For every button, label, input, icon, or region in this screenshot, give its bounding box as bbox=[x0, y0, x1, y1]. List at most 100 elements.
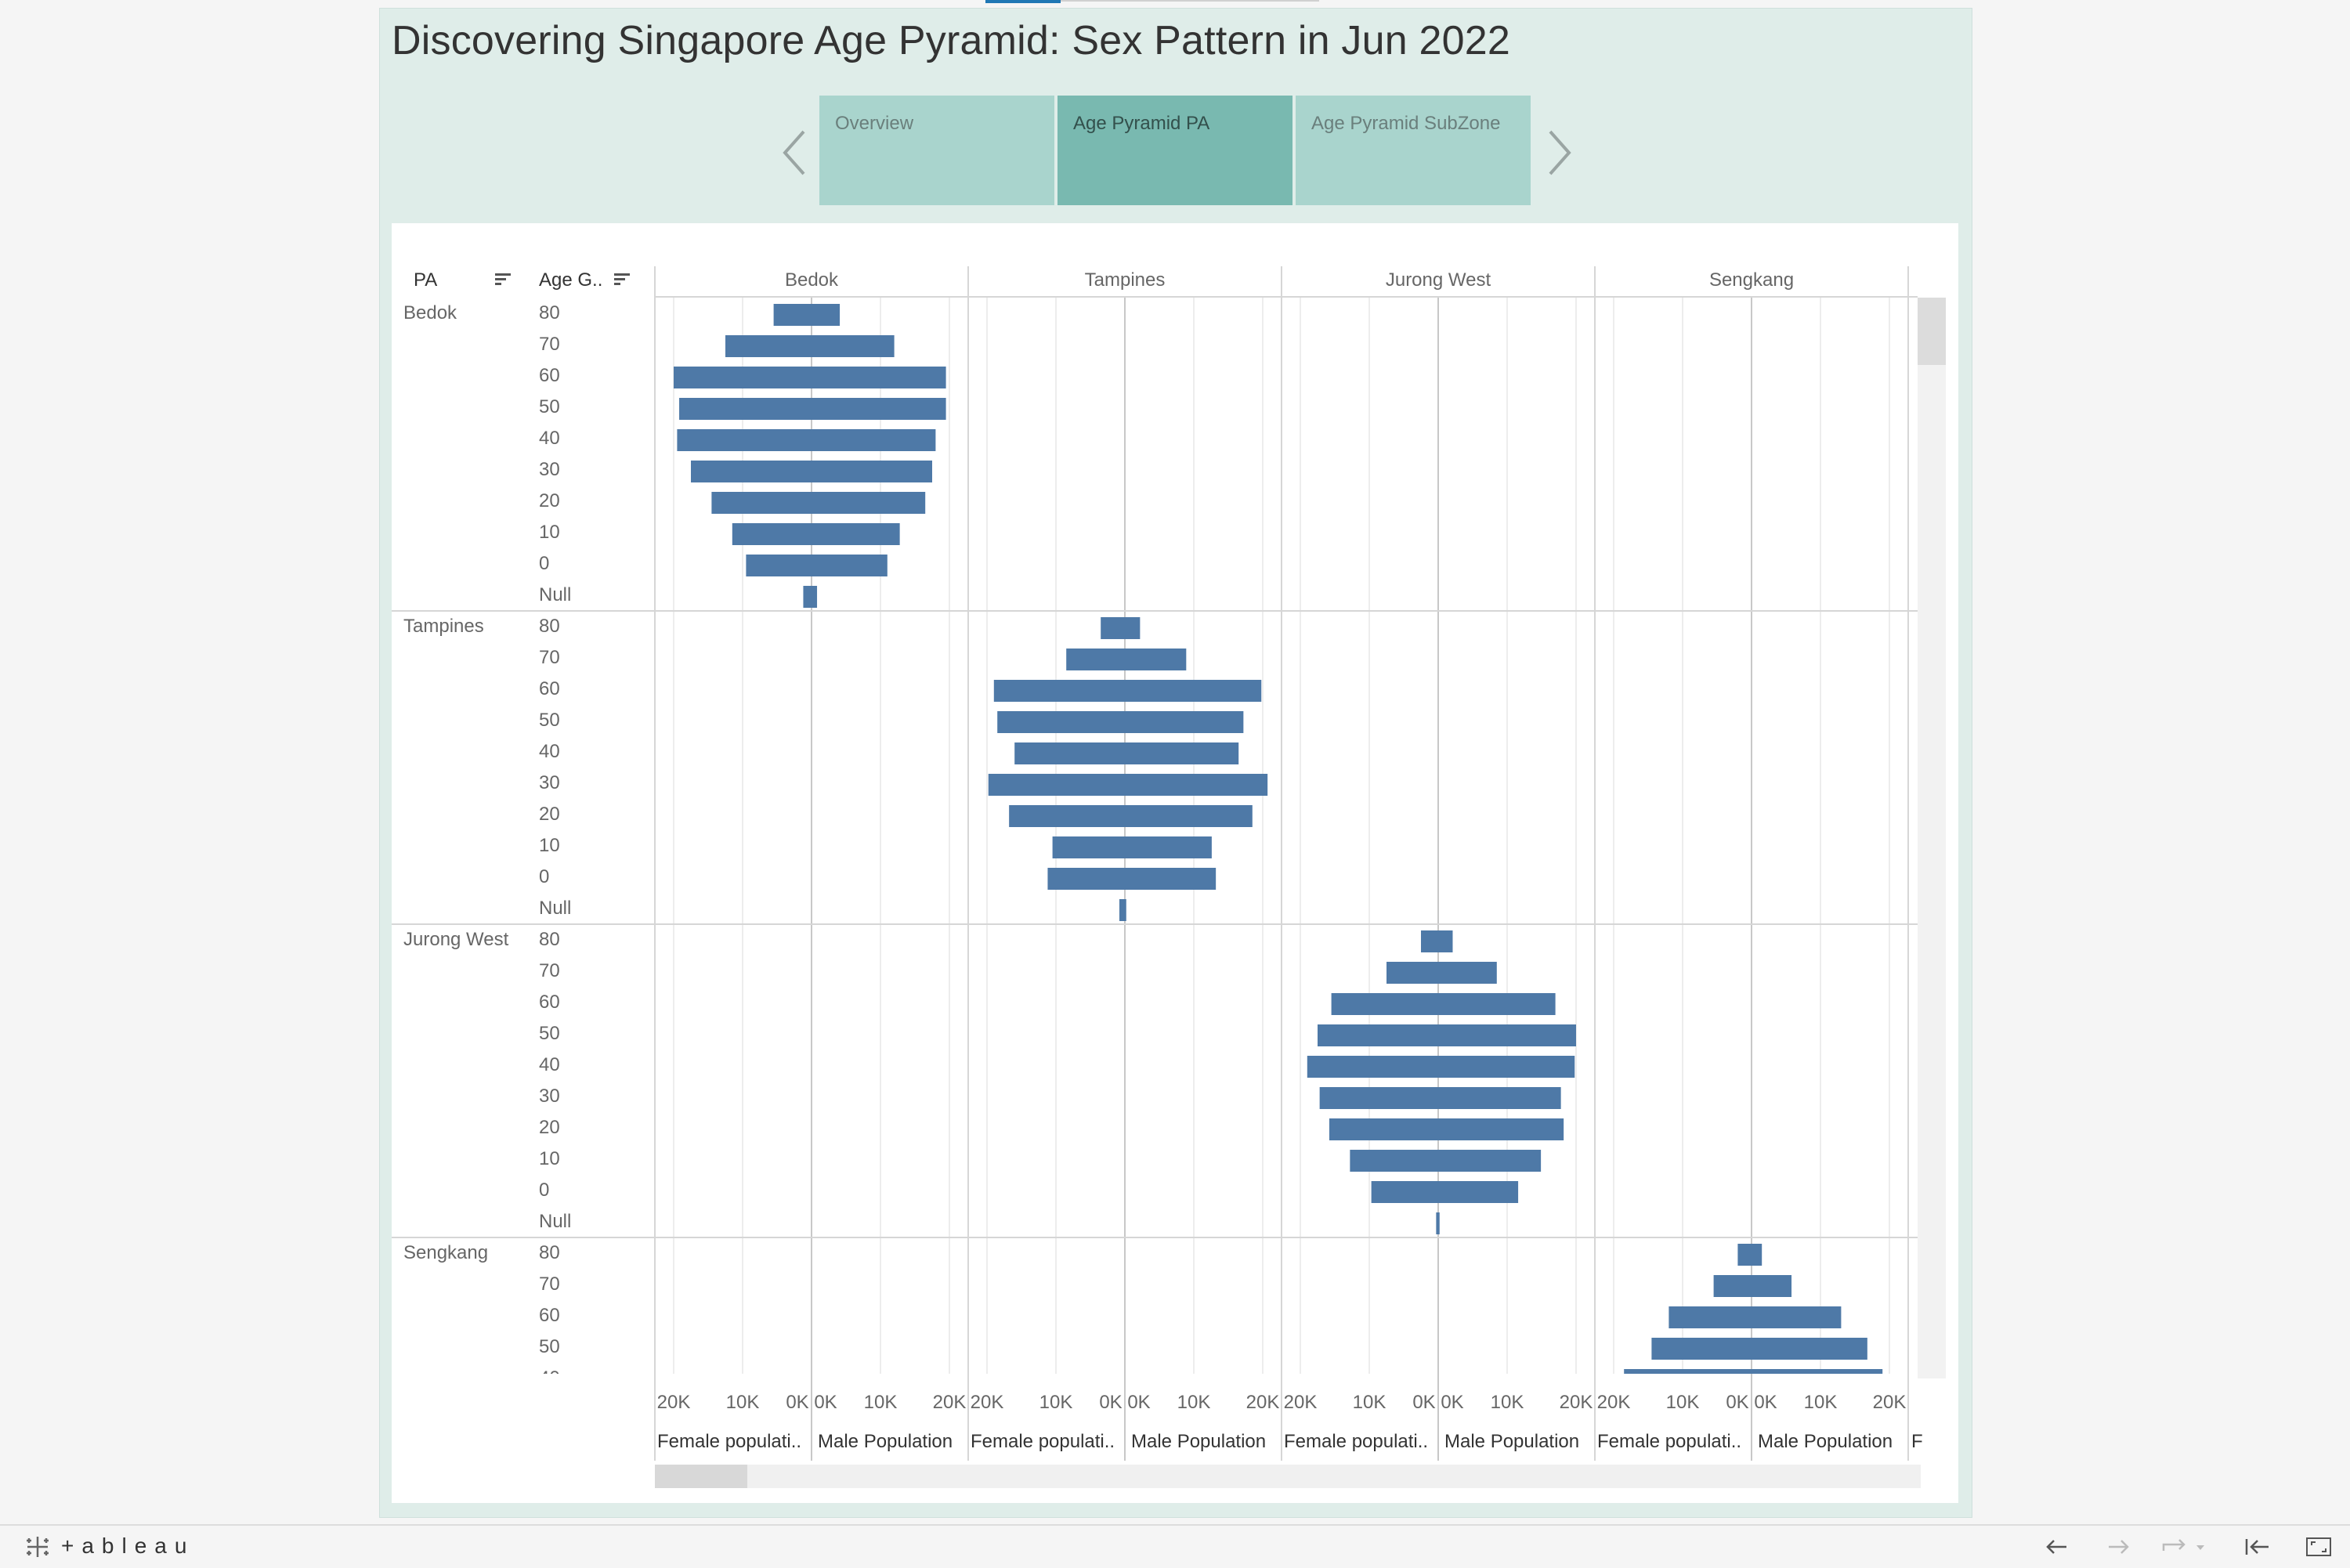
female-bar bbox=[1350, 1150, 1438, 1172]
redo-icon[interactable] bbox=[2102, 1535, 2134, 1559]
female-bar bbox=[1737, 1244, 1752, 1266]
male-bar bbox=[812, 398, 946, 420]
male-bar bbox=[1438, 1212, 1440, 1234]
age-group-label: 10 bbox=[539, 522, 560, 543]
age-group-label: Null bbox=[539, 898, 571, 919]
row-label-pa: Tampines bbox=[403, 616, 484, 637]
age-group-label: 40 bbox=[539, 741, 560, 762]
x-tick-label: 10K bbox=[864, 1392, 898, 1413]
tab-label: Age Pyramid SubZone bbox=[1311, 113, 1501, 134]
female-bar bbox=[674, 367, 812, 388]
male-bar bbox=[1125, 836, 1212, 858]
fullscreen-icon[interactable] bbox=[2303, 1535, 2334, 1559]
male-bar bbox=[1125, 617, 1141, 639]
age-group-label: Null bbox=[539, 1211, 571, 1232]
x-axis-title-male: Male Population bbox=[818, 1431, 953, 1452]
female-bar bbox=[1052, 836, 1125, 858]
age-group-label: 0 bbox=[539, 553, 549, 574]
female-bar bbox=[997, 711, 1125, 733]
x-axis-title-male: Male Population bbox=[1758, 1431, 1893, 1452]
age-group-label: 70 bbox=[539, 1274, 560, 1295]
female-bar bbox=[1386, 962, 1438, 984]
vertical-scrollbar-thumb[interactable] bbox=[1918, 298, 1946, 365]
male-bar bbox=[1438, 1024, 1576, 1046]
female-bar bbox=[1047, 868, 1125, 890]
female-bar bbox=[1371, 1181, 1438, 1203]
age-group-label: 20 bbox=[539, 1117, 560, 1138]
horizontal-scrollbar[interactable] bbox=[655, 1465, 1921, 1488]
female-bar bbox=[732, 523, 812, 545]
tab-label: Overview bbox=[835, 113, 914, 134]
age-group-label: 50 bbox=[539, 710, 560, 731]
female-bar bbox=[677, 429, 812, 451]
male-bar bbox=[812, 304, 841, 326]
horizontal-scrollbar-thumb[interactable] bbox=[655, 1465, 747, 1488]
age-group-label: 20 bbox=[539, 804, 560, 825]
tab-overview[interactable]: Overview bbox=[819, 96, 1054, 205]
male-bar bbox=[1752, 1338, 1867, 1360]
age-group-label: Null bbox=[539, 584, 571, 605]
chevron-left-icon[interactable] bbox=[776, 125, 815, 180]
x-tick-label: 20K bbox=[1284, 1392, 1318, 1413]
female-bar bbox=[1066, 649, 1125, 670]
age-pyramid-chart: PA Age G.. Bedok Tampines Jurong West Sengkan… bbox=[392, 266, 1923, 1461]
male-bar bbox=[1752, 1244, 1762, 1266]
male-bar bbox=[1125, 680, 1262, 702]
age-group-label: 70 bbox=[539, 334, 560, 355]
x-tick-label: 0K bbox=[1099, 1392, 1122, 1413]
female-bar bbox=[1713, 1275, 1752, 1297]
age-group-label: 50 bbox=[539, 1336, 560, 1357]
age-group-label: 0 bbox=[539, 866, 549, 887]
column-header: Sengkang bbox=[1709, 269, 1794, 291]
male-bar bbox=[1438, 1118, 1564, 1140]
age-group-label: 30 bbox=[539, 1086, 560, 1107]
male-bar bbox=[812, 367, 946, 388]
female-bar bbox=[691, 461, 812, 482]
male-bar bbox=[1125, 868, 1217, 890]
x-tick-label: 20K bbox=[1246, 1392, 1280, 1413]
first-page-icon[interactable] bbox=[2242, 1535, 2273, 1559]
x-axis-title-truncated: F bbox=[1911, 1431, 1923, 1452]
male-bar bbox=[1125, 805, 1253, 827]
sort-icon-pa[interactable] bbox=[495, 273, 511, 285]
revert-icon[interactable] bbox=[2157, 1535, 2212, 1559]
female-bar bbox=[725, 335, 812, 357]
age-group-label: 0 bbox=[539, 1180, 549, 1201]
viz-panel: PA Age G.. Bedok Tampines Jurong West Sengkan… bbox=[392, 223, 1958, 1503]
undo-icon[interactable] bbox=[2041, 1535, 2073, 1559]
plot-area: Bedok 80 70 60 50 40 30 20 10 0 Null Tampines 80 70 60… bbox=[392, 302, 1918, 1389]
x-tick-label: 20K bbox=[933, 1392, 967, 1413]
male-bar bbox=[812, 586, 818, 608]
x-tick-label: 20K bbox=[1597, 1392, 1631, 1413]
female-bar bbox=[1318, 1024, 1438, 1046]
age-group-label: 80 bbox=[539, 1242, 560, 1263]
chevron-right-icon[interactable] bbox=[1539, 125, 1578, 180]
age-group-label: 60 bbox=[539, 678, 560, 699]
vertical-scrollbar[interactable] bbox=[1918, 298, 1946, 1378]
male-bar bbox=[812, 555, 888, 576]
age-group-label: 40 bbox=[539, 1367, 560, 1389]
tab-age-pyramid-pa[interactable]: Age Pyramid PA bbox=[1058, 96, 1292, 205]
female-bar bbox=[1014, 742, 1125, 764]
column-header: Jurong West bbox=[1386, 269, 1491, 291]
tab-label: Age Pyramid PA bbox=[1073, 113, 1210, 134]
tab-age-pyramid-subzone[interactable]: Age Pyramid SubZone bbox=[1296, 96, 1531, 205]
top-accent-bar bbox=[985, 0, 1061, 3]
sort-icon-age[interactable] bbox=[614, 273, 630, 285]
male-bar bbox=[1438, 1087, 1561, 1109]
male-bar bbox=[812, 492, 926, 514]
male-bar bbox=[812, 523, 900, 545]
x-tick-label: 20K bbox=[1873, 1392, 1907, 1413]
x-axis-title-female: Female populati.. bbox=[657, 1431, 801, 1452]
x-axis-title-female: Female populati.. bbox=[971, 1431, 1115, 1452]
male-bar bbox=[1438, 1150, 1542, 1172]
x-axis-title-female: Female populati.. bbox=[1597, 1431, 1741, 1452]
female-bar bbox=[746, 555, 812, 576]
x-tick-label: 0K bbox=[1412, 1392, 1435, 1413]
x-axis-title-female: Female populati.. bbox=[1284, 1431, 1428, 1452]
clipped-bar bbox=[1624, 1369, 1883, 1374]
x-tick-label: 0K bbox=[786, 1392, 808, 1413]
female-bar bbox=[1651, 1338, 1752, 1360]
tableau-wordmark: +ableau bbox=[61, 1534, 195, 1558]
age-group-label: 40 bbox=[539, 428, 560, 449]
